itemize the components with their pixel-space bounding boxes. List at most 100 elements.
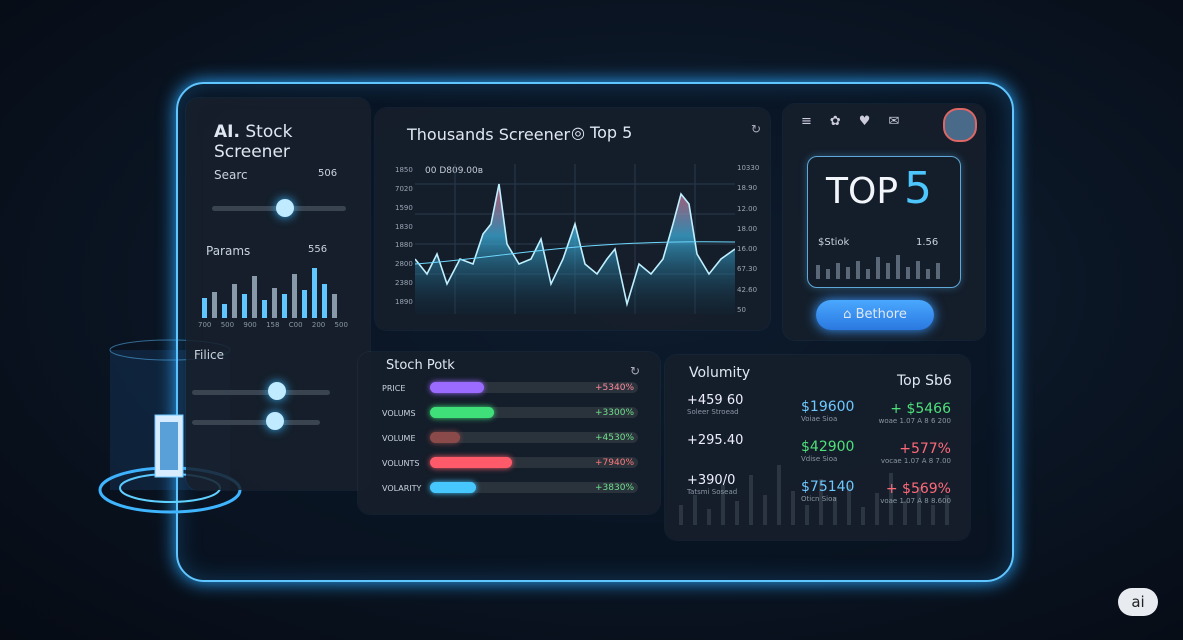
- vol-value: +577%: [899, 441, 951, 457]
- y2-tick-label: 18.90: [737, 184, 758, 193]
- vol-note: voae 1.07 A 8 8.600: [880, 497, 951, 505]
- params-bars: [202, 268, 337, 318]
- stock-panel: Stoch Potk ↻ PRICE +5340% VOLUMS +3300% VOLU…: [358, 352, 660, 514]
- vol-value: +295.40: [687, 433, 744, 448]
- progress-fill: [430, 432, 460, 443]
- vol-item: +577% vocae 1.07 A 8 7.00: [861, 441, 951, 481]
- right-axis: 10330 18.90 12.00 18.00 16.00 67.30 42.60 50: [737, 164, 759, 314]
- line-chart: [415, 164, 735, 314]
- vol-right: + $5466 woae 1.07 A 8 6 200 +577% vocae 1.0…: [861, 401, 951, 521]
- vol-note: Oticn Sioa: [801, 495, 837, 503]
- y2-tick-label: 42.60: [737, 285, 758, 294]
- row-label: PRICE: [382, 384, 406, 393]
- y-tick-label: 2380: [395, 279, 413, 288]
- vol-item: + $5466 woae 1.07 A 8 6 200: [861, 401, 951, 441]
- vol-note: Tatsmi Sosead: [687, 488, 738, 496]
- chart-panel: Thousands Screener ◎ Top 5 ↻ 00 D809.00ʙ…: [375, 108, 770, 330]
- vol-value: $42900: [801, 439, 855, 455]
- y2-tick-label: 12.00: [737, 204, 758, 213]
- y-tick-label: 1880: [395, 241, 413, 250]
- y-tick-label: 1850: [395, 166, 413, 174]
- axis-label: 900: [243, 321, 257, 329]
- action-button[interactable]: ⌂ Bethore: [816, 300, 934, 330]
- row-label: VOLUME: [382, 434, 416, 443]
- top5-badge[interactable]: ◎ Top 5: [571, 123, 633, 142]
- refresh-icon[interactable]: ↻: [751, 122, 762, 136]
- progress-track: [430, 457, 638, 468]
- y-tick-label: 1590: [395, 203, 413, 212]
- slider-knob[interactable]: [266, 412, 284, 430]
- params-value: 556: [308, 244, 328, 255]
- top-box: TOP 5 $Stiok 1.56: [807, 156, 961, 288]
- filter-slider-1[interactable]: [192, 390, 330, 395]
- volume-title: Volumity: [689, 365, 751, 381]
- refresh-icon[interactable]: ↻: [630, 364, 641, 378]
- ticker-value: 1.56: [916, 237, 939, 248]
- progress-track: [430, 482, 638, 493]
- logo: AI.: [214, 122, 240, 142]
- vol-note: Vdise Sioa: [801, 455, 838, 463]
- axis-label: 158: [266, 321, 280, 329]
- row-label: VOLUMS: [382, 409, 416, 418]
- y2-tick-label: 18.00: [737, 224, 758, 233]
- params-label: Params: [206, 244, 251, 258]
- app-title: Stock Screener: [214, 122, 293, 162]
- y-tick-label: 1830: [395, 222, 413, 231]
- avatar[interactable]: [943, 108, 977, 142]
- axis-label: 500: [334, 321, 348, 329]
- row-change: +3830%: [595, 483, 634, 493]
- filter-label: Filice: [194, 348, 225, 362]
- toolbar-icons[interactable]: ≡✿♥✉: [801, 114, 918, 129]
- row-change: +7940%: [595, 458, 634, 468]
- top-panel: ≡✿♥✉ TOP 5 $Stiok 1.56 ⌂ Bethore: [783, 104, 985, 340]
- mini-bars: [816, 255, 940, 279]
- search-label: Searc: [214, 168, 248, 182]
- row-label: VOLARITY: [382, 484, 422, 493]
- vol-note: vocae 1.07 A 8 7.00: [880, 457, 951, 465]
- stock-row: VOLUNTS +7940%: [374, 457, 644, 482]
- vol-note: Soleer Stroead: [687, 408, 739, 416]
- button-label: Bethore: [855, 307, 907, 322]
- y-tick-label: 2800: [395, 260, 413, 269]
- volume-subtitle: Top Sb6: [897, 373, 952, 389]
- y2-tick-label: 16.00: [737, 245, 758, 254]
- vol-item: $42900 Vdise Sioa: [801, 439, 854, 479]
- vol-value: +459 60: [687, 393, 744, 408]
- vol-note: Voiae Sioa: [801, 415, 838, 423]
- progress-track: [430, 432, 638, 443]
- progress-fill: [430, 407, 494, 418]
- sidebar: AI. Stock Screener Searc 506 Params 556 …: [186, 98, 370, 490]
- volume-panel: Volumity Top Sb6 +459 60 Soleer Stroead +2…: [665, 355, 970, 540]
- vol-item: + $569% voae 1.07 A 8 8.600: [861, 481, 951, 521]
- vol-value: + $5466: [890, 401, 951, 417]
- top-word: TOP: [826, 171, 899, 212]
- y-tick-label: 7020: [395, 184, 413, 193]
- row-change: +3300%: [595, 408, 634, 418]
- progress-fill: [430, 457, 512, 468]
- y2-tick-label: 10330: [737, 164, 760, 172]
- axis-label: 700: [198, 321, 212, 329]
- ticker: $Stiok: [818, 237, 850, 248]
- filter-slider-2[interactable]: [192, 420, 320, 425]
- search-value: 506: [318, 168, 338, 179]
- axis-label: 200: [311, 321, 326, 329]
- progress-fill: [430, 482, 476, 493]
- params-axis: 700 500 900 158 C00 200 500: [198, 321, 348, 329]
- slider-knob[interactable]: [268, 382, 286, 400]
- y2-tick-label: 67.30: [737, 265, 758, 274]
- bg-bars: [679, 465, 949, 525]
- progress-fill: [430, 382, 484, 393]
- y-tick-label: 1890: [395, 297, 413, 306]
- progress-track: [430, 382, 638, 393]
- y2-tick-label: 50: [737, 305, 746, 314]
- badge-text: Top 5: [590, 123, 633, 142]
- stock-title: Stoch Potk: [386, 358, 455, 373]
- stock-rows: PRICE +5340% VOLUMS +3300% VOLUME +4530% VOLUN…: [374, 382, 644, 507]
- stock-row: VOLUMS +3300%: [374, 407, 644, 432]
- vol-item: $75140 Oticn Sioa: [801, 479, 854, 519]
- vol-item: $19600 Voiae Sioa: [801, 399, 854, 439]
- vol-value: +390/0: [687, 473, 736, 488]
- slider-knob[interactable]: [276, 199, 294, 217]
- vol-left: +459 60 Soleer Stroead +295.40 +390/0 Tatsmi…: [687, 393, 743, 513]
- stock-row: VOLUME +4530%: [374, 432, 644, 457]
